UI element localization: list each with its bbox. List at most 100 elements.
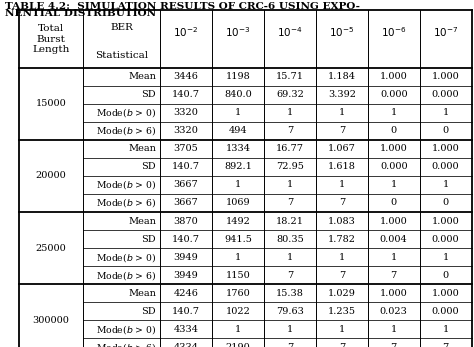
Text: 1.083: 1.083: [328, 217, 356, 226]
Text: 69.32: 69.32: [276, 90, 304, 99]
Text: 1.000: 1.000: [432, 217, 459, 226]
Text: SD: SD: [142, 90, 156, 99]
Text: 1334: 1334: [225, 144, 250, 153]
Text: SD: SD: [142, 235, 156, 244]
Text: 4334: 4334: [173, 325, 199, 334]
Text: 3320: 3320: [173, 126, 198, 135]
Text: $10^{-7}$: $10^{-7}$: [433, 25, 458, 39]
Text: Mode($b$ > 6): Mode($b$ > 6): [96, 124, 156, 137]
Text: 140.7: 140.7: [172, 162, 200, 171]
Text: 1: 1: [338, 108, 345, 117]
Text: 7: 7: [287, 126, 293, 135]
Text: 3949: 3949: [173, 253, 198, 262]
Text: 3870: 3870: [173, 217, 198, 226]
Text: 0.000: 0.000: [432, 235, 459, 244]
Text: 1760: 1760: [226, 289, 250, 298]
Text: 2190: 2190: [226, 343, 250, 347]
Text: 1: 1: [443, 180, 449, 189]
Text: 1: 1: [391, 325, 397, 334]
Text: 7: 7: [391, 271, 397, 280]
Text: Total
Burst
Length: Total Burst Length: [32, 24, 70, 54]
Text: 4334: 4334: [173, 343, 199, 347]
Text: 1069: 1069: [226, 198, 250, 208]
Text: 7: 7: [443, 343, 449, 347]
Text: 1: 1: [287, 253, 293, 262]
Text: 7: 7: [287, 343, 293, 347]
Text: 1: 1: [287, 180, 293, 189]
Text: 18.21: 18.21: [276, 217, 304, 226]
Text: 840.0: 840.0: [224, 90, 252, 99]
Text: 300000: 300000: [33, 316, 70, 325]
Text: NENTIAL DISTRIBUTION: NENTIAL DISTRIBUTION: [5, 9, 156, 18]
Text: 7: 7: [338, 198, 345, 208]
Text: 7: 7: [287, 271, 293, 280]
Text: 1: 1: [391, 180, 397, 189]
Text: 7: 7: [391, 343, 397, 347]
Text: 80.35: 80.35: [276, 235, 304, 244]
Text: 3446: 3446: [173, 72, 198, 81]
Text: 140.7: 140.7: [172, 307, 200, 316]
Text: TABLE 4.2:  SIMULATION RESULTS OF CRC-6 USING EXPO-: TABLE 4.2: SIMULATION RESULTS OF CRC-6 U…: [5, 2, 360, 11]
Text: 1: 1: [338, 253, 345, 262]
Text: 1.000: 1.000: [432, 289, 459, 298]
Text: 1.235: 1.235: [328, 307, 356, 316]
Text: 0: 0: [443, 126, 449, 135]
Text: 0: 0: [443, 271, 449, 280]
Text: 15000: 15000: [36, 99, 66, 108]
Text: $10^{-6}$: $10^{-6}$: [381, 25, 407, 39]
Text: 0.000: 0.000: [432, 90, 459, 99]
Text: 3949: 3949: [173, 271, 198, 280]
Text: Mode($b$ > 0): Mode($b$ > 0): [96, 251, 156, 264]
Text: 0.000: 0.000: [380, 90, 408, 99]
Text: 1: 1: [338, 180, 345, 189]
Text: 1: 1: [443, 325, 449, 334]
Text: 941.5: 941.5: [224, 235, 252, 244]
Text: 1.029: 1.029: [328, 289, 356, 298]
Text: SD: SD: [142, 307, 156, 316]
Text: 1: 1: [391, 108, 397, 117]
Text: 15.71: 15.71: [276, 72, 304, 81]
Text: Statistical: Statistical: [95, 51, 148, 60]
Text: 1492: 1492: [226, 217, 250, 226]
Text: $10^{-4}$: $10^{-4}$: [277, 25, 302, 39]
Text: Mean: Mean: [128, 144, 156, 153]
Text: 1: 1: [235, 108, 241, 117]
Text: 1: 1: [287, 325, 293, 334]
Text: 25000: 25000: [36, 244, 66, 253]
Text: 0.000: 0.000: [432, 162, 459, 171]
Text: 1: 1: [443, 108, 449, 117]
Text: 0: 0: [391, 198, 397, 208]
Text: 140.7: 140.7: [172, 235, 200, 244]
Text: 494: 494: [228, 126, 247, 135]
Text: $10^{-2}$: $10^{-2}$: [173, 25, 199, 39]
Text: SD: SD: [142, 162, 156, 171]
Text: Mode($b$ > 6): Mode($b$ > 6): [96, 196, 156, 210]
Text: 1.000: 1.000: [380, 289, 408, 298]
Text: 79.63: 79.63: [276, 307, 304, 316]
Text: 15.38: 15.38: [276, 289, 304, 298]
Text: 1.000: 1.000: [432, 72, 459, 81]
Text: 16.77: 16.77: [276, 144, 304, 153]
Text: Mode($b$ > 0): Mode($b$ > 0): [96, 178, 156, 192]
Text: 140.7: 140.7: [172, 90, 200, 99]
Text: 1: 1: [235, 253, 241, 262]
Text: Mode($b$ > 0): Mode($b$ > 0): [96, 106, 156, 119]
Text: 72.95: 72.95: [276, 162, 304, 171]
Text: $10^{-3}$: $10^{-3}$: [225, 25, 251, 39]
Text: 1.000: 1.000: [432, 144, 459, 153]
Text: 1150: 1150: [226, 271, 250, 280]
Text: 20000: 20000: [36, 171, 66, 180]
Text: 3667: 3667: [173, 198, 198, 208]
Text: Mode($b$ > 6): Mode($b$ > 6): [96, 341, 156, 347]
Text: 0: 0: [443, 198, 449, 208]
Text: Mode($b$ > 0): Mode($b$ > 0): [96, 323, 156, 336]
Text: 1.000: 1.000: [380, 72, 408, 81]
Text: 0.004: 0.004: [380, 235, 408, 244]
Text: 3.392: 3.392: [328, 90, 356, 99]
Text: 7: 7: [338, 271, 345, 280]
Text: 3705: 3705: [173, 144, 198, 153]
Text: 1.000: 1.000: [380, 217, 408, 226]
Text: 1.618: 1.618: [328, 162, 356, 171]
Text: 1: 1: [235, 180, 241, 189]
Text: 1: 1: [391, 253, 397, 262]
